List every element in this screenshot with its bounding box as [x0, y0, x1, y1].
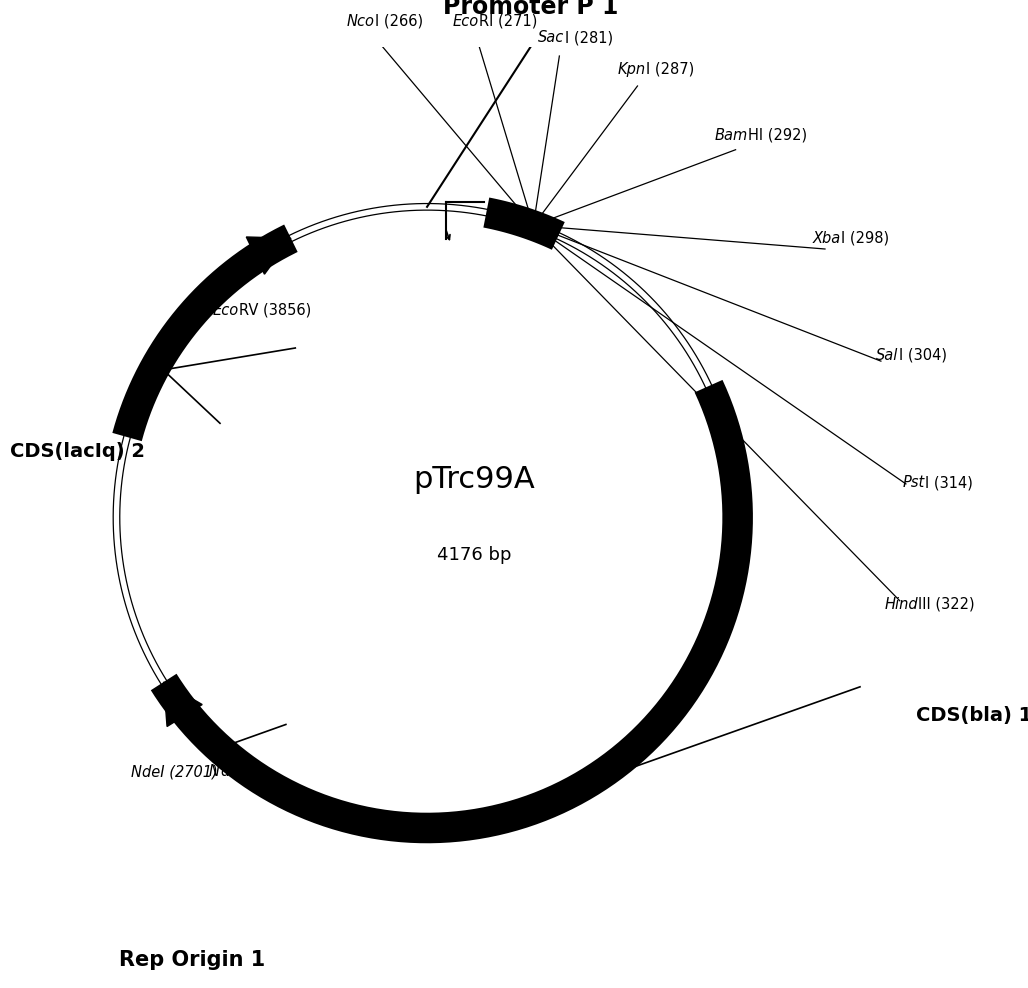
Text: HI (292): HI (292): [747, 127, 807, 143]
Text: Hind: Hind: [885, 597, 918, 612]
Text: III (322): III (322): [918, 597, 975, 612]
Text: NdeI (2701): NdeI (2701): [132, 764, 218, 779]
Text: de: de: [220, 764, 238, 779]
Text: Sal: Sal: [876, 348, 898, 363]
Text: 4176 bp: 4176 bp: [437, 546, 511, 564]
Text: Pst: Pst: [903, 475, 924, 490]
Text: I (314): I (314): [924, 475, 972, 490]
Text: Kpn: Kpn: [618, 61, 646, 77]
Text: Rep Origin 1: Rep Origin 1: [118, 950, 265, 970]
Polygon shape: [163, 682, 203, 726]
Text: Eco: Eco: [213, 303, 238, 318]
Text: pTrc99A: pTrc99A: [413, 465, 535, 494]
Polygon shape: [247, 237, 291, 275]
Text: I (304): I (304): [898, 348, 947, 363]
Text: Bam: Bam: [714, 127, 747, 143]
Text: CDS(lacIq) 2: CDS(lacIq) 2: [9, 442, 145, 461]
Text: I (298): I (298): [841, 231, 889, 246]
Text: I (287): I (287): [646, 61, 694, 77]
Text: Nco: Nco: [346, 14, 375, 29]
Text: RV (3856): RV (3856): [238, 303, 311, 318]
Text: Xba: Xba: [812, 231, 841, 246]
Text: RI (271): RI (271): [479, 14, 538, 29]
Text: CDS(bla) 1: CDS(bla) 1: [917, 705, 1028, 724]
Text: Sac: Sac: [539, 31, 564, 45]
Text: Promoter P 1: Promoter P 1: [443, 0, 618, 19]
Text: Eco: Eco: [453, 14, 479, 29]
Text: I (281): I (281): [564, 31, 613, 45]
Text: I (266): I (266): [375, 14, 424, 29]
Text: N: N: [209, 764, 220, 779]
